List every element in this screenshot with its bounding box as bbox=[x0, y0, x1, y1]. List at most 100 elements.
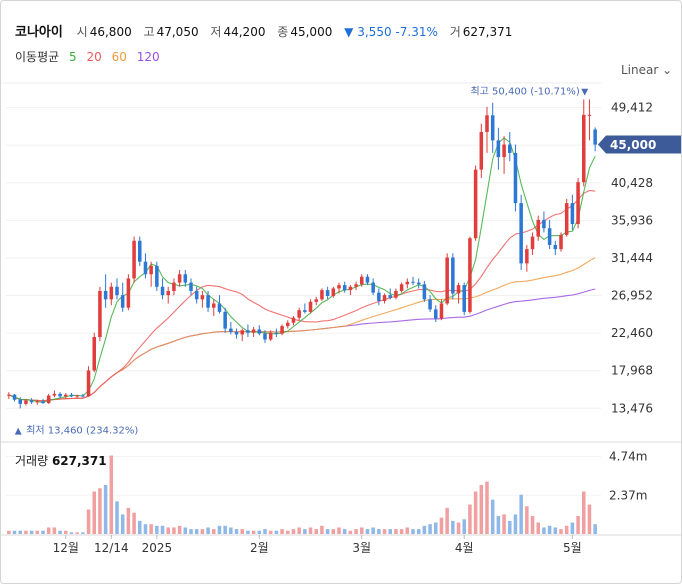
ma-60-label[interactable]: 60 bbox=[111, 50, 127, 64]
volume-bar bbox=[320, 525, 324, 534]
volume-bar bbox=[229, 527, 233, 534]
volume-bar bbox=[394, 529, 398, 534]
candle-body bbox=[286, 322, 290, 327]
candle-body bbox=[120, 295, 125, 308]
ma-5-label[interactable]: 5 bbox=[69, 50, 77, 64]
volume-bar bbox=[371, 527, 375, 534]
candle-body bbox=[246, 330, 250, 333]
x-tick-label: 5월 bbox=[563, 541, 582, 555]
candle-body bbox=[7, 394, 11, 396]
volume-bar bbox=[451, 520, 455, 534]
x-tick-label: 4월 bbox=[455, 541, 474, 555]
volume-bar bbox=[405, 527, 410, 534]
volume-bar bbox=[132, 512, 136, 534]
stock-name[interactable]: 코나아이 bbox=[15, 25, 63, 40]
ma-20-label[interactable]: 20 bbox=[86, 50, 102, 64]
candle-body bbox=[496, 140, 501, 158]
candle-body bbox=[81, 395, 85, 397]
candle-body bbox=[98, 290, 102, 337]
candle-body bbox=[473, 169, 478, 239]
candle-body bbox=[251, 329, 256, 333]
change-down-icon: ▼ bbox=[344, 25, 354, 39]
candle-body bbox=[428, 299, 432, 310]
volume-bar bbox=[234, 529, 239, 534]
ma-120-label[interactable]: 120 bbox=[136, 50, 160, 64]
candle-body bbox=[399, 284, 404, 291]
volume-bar bbox=[434, 522, 438, 534]
volume-bar bbox=[582, 491, 586, 534]
candle-body bbox=[587, 114, 592, 116]
moving-average-legend[interactable]: 이동평균 5 20 60 120 bbox=[15, 48, 166, 65]
candle-body bbox=[547, 228, 552, 245]
volume-bar bbox=[542, 527, 546, 534]
volume-bar bbox=[399, 529, 404, 534]
ma-120-line bbox=[8, 288, 596, 402]
volume-bar bbox=[291, 529, 296, 534]
candle-body bbox=[18, 399, 22, 404]
volume-bar bbox=[189, 529, 193, 534]
candle-body bbox=[291, 317, 296, 323]
scale-label: Linear bbox=[621, 63, 659, 77]
volume-tick-label: 2.37m bbox=[609, 488, 647, 502]
volume-bar bbox=[138, 520, 142, 534]
ma-5-line bbox=[8, 137, 596, 403]
candle-body bbox=[485, 115, 489, 133]
volume-bar bbox=[98, 488, 102, 534]
candle-body bbox=[257, 329, 262, 334]
candle-body bbox=[75, 395, 79, 397]
volume-bar bbox=[155, 525, 159, 534]
volume-bar bbox=[41, 530, 45, 534]
volume-bar bbox=[24, 530, 28, 534]
candle-body bbox=[149, 265, 153, 275]
chevron-down-icon: ⌄ bbox=[662, 63, 673, 77]
candle-body bbox=[126, 278, 131, 308]
y-tick-label: 49,412 bbox=[611, 101, 653, 115]
volume-bar bbox=[35, 530, 40, 534]
volume-bar bbox=[587, 504, 592, 534]
volume-bar bbox=[445, 507, 449, 534]
candle-body bbox=[513, 152, 518, 204]
candle-body bbox=[360, 276, 364, 285]
x-tick-label: 12/14 bbox=[94, 541, 129, 555]
close-value: 45,000 bbox=[290, 25, 333, 39]
candle-body bbox=[160, 286, 165, 296]
candle-body bbox=[348, 286, 353, 291]
candle-body bbox=[342, 285, 347, 291]
scale-toggle-button[interactable]: Linear ⌄ bbox=[621, 63, 672, 77]
volume-bar bbox=[200, 529, 205, 534]
volume-bar bbox=[286, 530, 290, 534]
candle-body bbox=[382, 295, 387, 302]
volume-bar bbox=[496, 516, 501, 534]
candle-body bbox=[41, 401, 45, 404]
candle-body bbox=[451, 257, 455, 294]
volume-bar bbox=[490, 499, 495, 534]
volume-bar bbox=[46, 527, 51, 534]
candle-body bbox=[388, 295, 392, 298]
candle-body bbox=[462, 285, 466, 312]
volume-bar bbox=[109, 455, 114, 534]
max-marker-icon: ▼ bbox=[581, 87, 588, 97]
volume-bar bbox=[86, 509, 91, 534]
candle-body bbox=[274, 332, 279, 334]
current-price-tag bbox=[598, 135, 681, 154]
candle-body bbox=[570, 203, 575, 225]
y-tick-label: 35,936 bbox=[611, 213, 653, 227]
volume-bar bbox=[342, 529, 347, 534]
candle-body bbox=[35, 401, 40, 403]
candle-body bbox=[109, 286, 114, 300]
candle-body bbox=[280, 326, 284, 334]
volume-bar bbox=[377, 529, 381, 534]
candle-body bbox=[69, 394, 74, 397]
candle-body bbox=[502, 144, 506, 158]
candle-body bbox=[564, 203, 569, 235]
volume-bar bbox=[508, 520, 512, 534]
volume-bar bbox=[177, 525, 182, 534]
volume-bar bbox=[149, 524, 153, 534]
volume-bar bbox=[240, 529, 244, 534]
candle-body bbox=[365, 276, 370, 283]
volume-bar bbox=[388, 529, 392, 534]
change-percent: -7.31% bbox=[395, 25, 438, 39]
candle-body bbox=[172, 282, 176, 291]
